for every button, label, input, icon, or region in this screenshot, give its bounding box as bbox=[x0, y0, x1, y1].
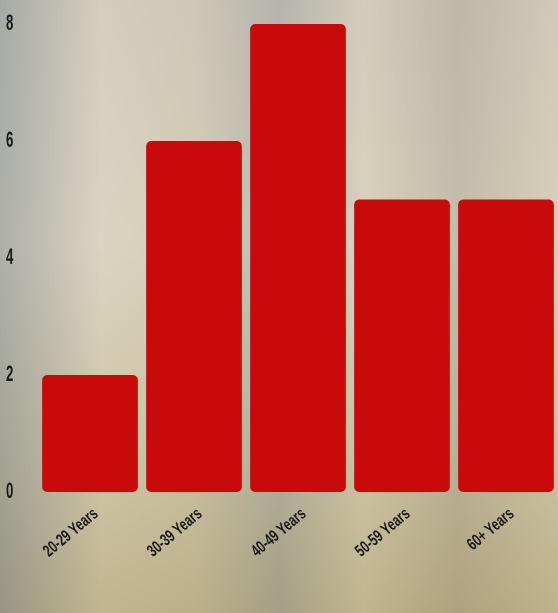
x-tick-label: 50-59 Years bbox=[352, 505, 414, 561]
bar bbox=[146, 141, 242, 492]
x-tick-label: 30-39 Years bbox=[144, 505, 206, 561]
bar bbox=[42, 375, 138, 492]
x-tick-label: 40-49 Years bbox=[248, 505, 310, 561]
y-tick-label: 4 bbox=[6, 244, 13, 268]
bar bbox=[250, 24, 346, 492]
x-tick-label: 60+ Years bbox=[464, 505, 518, 555]
y-tick-label: 0 bbox=[6, 478, 13, 502]
y-tick-label: 8 bbox=[6, 10, 13, 34]
y-tick-label: 2 bbox=[6, 361, 13, 385]
bar bbox=[354, 199, 450, 492]
y-tick-label: 6 bbox=[6, 127, 13, 151]
x-tick-label: 20-29 Years bbox=[40, 505, 102, 561]
bar bbox=[458, 199, 554, 492]
